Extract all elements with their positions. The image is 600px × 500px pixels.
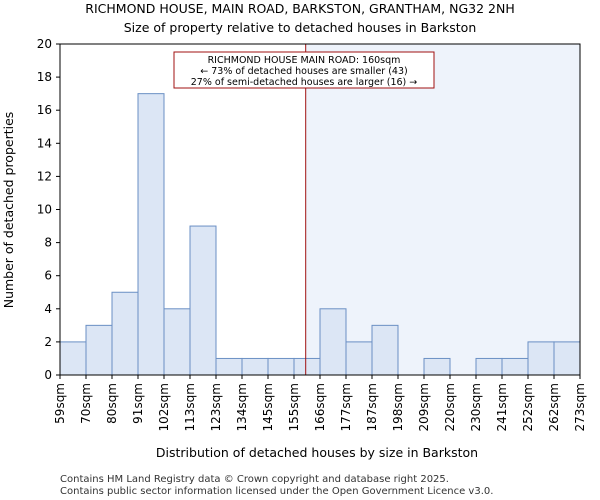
x-tick-label-198sqm: 198sqm [391,383,405,431]
annotation-box: RICHMOND HOUSE MAIN ROAD: 160sqm ← 73% o… [173,51,435,89]
y-tick-label-20: 20 [37,37,52,51]
chart-title-line1: RICHMOND HOUSE, MAIN ROAD, BARKSTON, GRA… [85,1,514,16]
y-axis-label: Number of detached properties [1,112,16,309]
bar-252sqm [527,341,555,376]
y-tick-label-4: 4 [44,302,52,316]
x-tick-label-134sqm: 134sqm [235,383,249,431]
bar-155sqm [293,357,321,376]
x-tick-label-273sqm: 273sqm [573,383,587,431]
bar-59sqm [59,341,87,376]
bar-113sqm [189,225,217,376]
y-tick-label-2: 2 [44,335,52,349]
x-tick-label-102sqm: 102sqm [157,383,171,431]
bar-241sqm [501,357,529,376]
footer-line2: Contains public sector information licen… [60,486,493,497]
y-tick-label-0: 0 [44,368,52,382]
y-tick-label-8: 8 [44,236,52,250]
bar-177sqm [345,341,373,376]
y-tick-label-18: 18 [37,70,52,84]
x-tick-label-123sqm: 123sqm [209,383,223,431]
larger-region-highlight [305,44,580,375]
x-tick-label-80sqm: 80sqm [105,383,119,424]
x-axis-ticks: 59sqm 70sqm 80sqm 91sqm 102sqm 113sqm 123sqm 13… [53,375,587,431]
x-tick-label-177sqm: 177sqm [339,383,353,431]
bar-102sqm [163,308,191,376]
bar-123sqm [215,357,243,376]
annotation-line3: 27% of semi-detached houses are larger (… [191,77,418,88]
x-axis-label: Distribution of detached houses by size … [156,445,478,460]
x-tick-label-59sqm: 59sqm [53,383,67,424]
x-tick-label-113sqm: 113sqm [183,383,197,431]
bar-134sqm [241,357,269,376]
annotation-line1: RICHMOND HOUSE MAIN ROAD: 160sqm [208,55,401,66]
y-tick-label-14: 14 [37,136,52,150]
annotation-frame [173,51,435,89]
x-tick-label-230sqm: 230sqm [469,383,483,431]
bar-209sqm [423,357,451,376]
x-tick-label-166sqm: 166sqm [313,383,327,431]
bar-262sqm [553,341,581,376]
x-tick-label-145sqm: 145sqm [261,383,275,431]
bar-166sqm [319,308,347,376]
x-tick-label-187sqm: 187sqm [365,383,379,431]
y-tick-label-16: 16 [37,103,52,117]
footer-line1: Contains HM Land Registry data © Crown c… [60,474,449,485]
y-tick-label-10: 10 [37,203,52,217]
bar-187sqm [371,324,399,376]
x-tick-label-70sqm: 70sqm [79,383,93,424]
x-tick-label-241sqm: 241sqm [495,383,509,431]
bar-145sqm [267,357,295,376]
x-tick-label-91sqm: 91sqm [131,383,145,424]
bar-80sqm [111,291,139,376]
y-tick-label-12: 12 [37,169,52,183]
y-axis-ticks: 0 2 4 6 8 10 12 14 16 18 20 [37,37,60,382]
bars [59,93,581,376]
annotation-line2: ← 73% of detached houses are smaller (43… [200,66,407,77]
y-tick-label-6: 6 [44,269,52,283]
bar-91sqm [137,93,165,376]
x-tick-label-155sqm: 155sqm [287,383,301,431]
x-tick-label-262sqm: 262sqm [547,383,561,431]
chart-title-line2: Size of property relative to detached ho… [124,20,477,35]
x-tick-label-209sqm: 209sqm [417,383,431,431]
bar-70sqm [85,324,113,376]
x-tick-label-252sqm: 252sqm [521,383,535,431]
bar-230sqm [475,357,503,376]
x-tick-label-220sqm: 220sqm [443,383,457,431]
